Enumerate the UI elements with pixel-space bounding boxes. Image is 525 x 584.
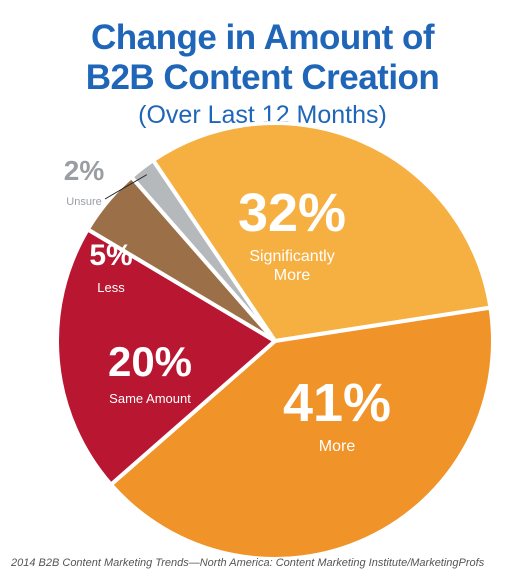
slice-label-less: Less [97, 280, 125, 295]
source-note: 2014 B2B Content Marketing Trends—North … [11, 557, 485, 569]
chart-title-line-1: Change in Amount of [90, 18, 435, 57]
pie-slice-significantly-more [150, 121, 493, 344]
pie-slice-more [108, 305, 495, 561]
slice-value-significantly-more: 32% [238, 183, 346, 243]
slice-value-same-amount: 20% [108, 338, 192, 385]
slice-label-significantly-more-line-2: More [274, 267, 311, 284]
slice-value-unsure: 2% [64, 155, 105, 186]
pie-slice-same-amount [55, 226, 279, 488]
slice-value-more: 41% [283, 373, 391, 433]
pie-slice-unsure [128, 157, 277, 343]
unsure-leader-line [104, 174, 148, 200]
chart-title-line-2: B2B Content Creation [85, 58, 440, 97]
pie-labels: 32% Significantly More 41% More 20% Same Amoun… [64, 155, 391, 455]
slice-label-same-amount: Same Amount [109, 391, 191, 406]
slice-label-unsure: Unsure [66, 196, 101, 208]
slice-label-more: More [319, 438, 356, 455]
chart-title-block: Change in Amount of B2B Content Creation… [0, 18, 525, 130]
pie-slices [55, 121, 495, 561]
slice-label-significantly-more-line-1: Significantly [249, 248, 334, 265]
slice-value-less: 5% [89, 239, 132, 272]
